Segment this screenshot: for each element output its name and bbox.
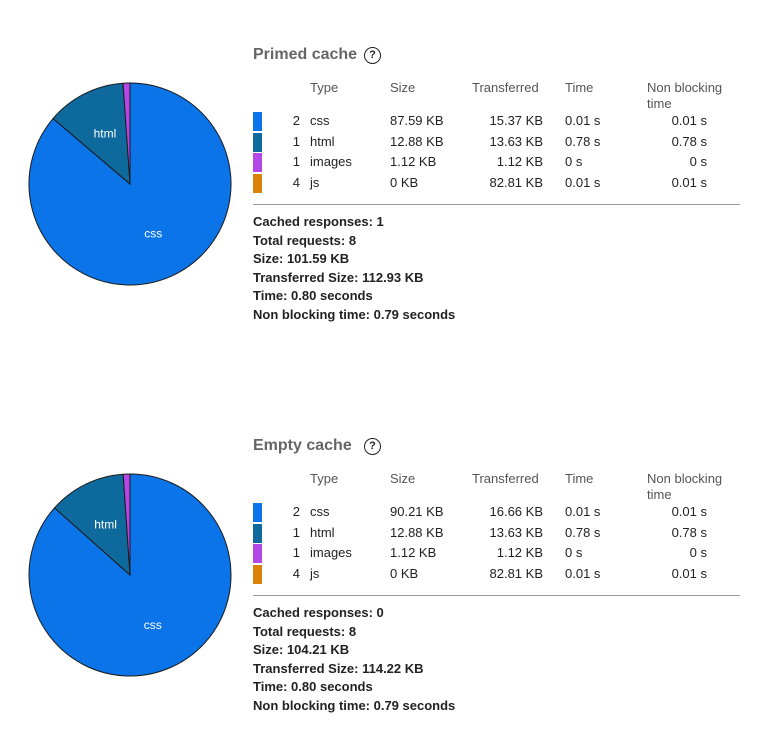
type-swatch: [253, 112, 262, 131]
divider: [253, 595, 740, 596]
time: 0.78 s: [565, 133, 601, 149]
summary-line: Non blocking time: 0.79 seconds: [253, 698, 456, 713]
column-header: Time: [565, 471, 594, 486]
type-swatch: [253, 544, 262, 564]
pie-slice: [52, 82, 131, 186]
size: 12.88 KB: [390, 524, 444, 540]
slice-label: css: [144, 227, 162, 241]
type-swatch: [253, 523, 262, 543]
size: 1.12 KB: [390, 154, 437, 170]
summary-line: Transferred Size: 114.22 KB: [253, 660, 424, 676]
slice-label: css: [144, 618, 162, 632]
summary-line: Total requests: 8: [253, 623, 357, 639]
transferred: 1.12 KB: [496, 154, 543, 170]
section-title: Primed cache: [253, 46, 358, 63]
pie-slice: [122, 473, 131, 576]
type-swatch: [253, 565, 262, 585]
summary-line: Time: 0.80 seconds: [253, 679, 373, 695]
size: 90.21 KB: [390, 504, 444, 519]
slice-label: html: [94, 127, 117, 141]
transferred: 1.12 KB: [496, 545, 543, 561]
time: 0.01 s: [565, 566, 601, 582]
request-count: 1: [292, 133, 300, 149]
divider: [253, 204, 740, 205]
request-count: 1: [292, 545, 300, 561]
type-name: css: [310, 504, 330, 519]
non-blocking-time: 0.78 s: [671, 133, 707, 149]
request-count: 4: [292, 175, 300, 191]
non-blocking-time: 0.01 s: [671, 113, 707, 128]
column-header: Non blocking time: [647, 471, 723, 502]
type-name: images: [310, 545, 352, 561]
pie-slice: [53, 473, 131, 577]
non-blocking-time: 0.01 s: [671, 175, 707, 191]
type-swatch: [253, 174, 262, 194]
type-swatch: [253, 153, 262, 173]
column-header: Type: [310, 471, 339, 486]
non-blocking-time: 0.01 s: [671, 566, 707, 582]
column-header: Non blocking time: [647, 80, 723, 111]
column-header: Time: [565, 80, 594, 95]
transferred: 13.63 KB: [489, 524, 544, 540]
transferred: 82.81 KB: [489, 175, 544, 191]
time: 0.78 s: [565, 524, 601, 540]
size: 12.88 KB: [390, 133, 444, 149]
column-header: Transferred: [472, 471, 539, 486]
size: 0 KB: [390, 175, 419, 191]
summary-line: Cached responses: 0: [253, 605, 384, 620]
type-name: js: [310, 175, 320, 191]
slice-label: html: [94, 517, 117, 531]
time: 0.01 s: [565, 504, 601, 519]
help-icon: ?: [364, 438, 381, 455]
column-header: Size: [390, 471, 416, 486]
type-name: images: [310, 154, 352, 170]
help-icon: ?: [364, 47, 381, 64]
section-title: Empty cache: [253, 437, 352, 454]
size: 1.12 KB: [390, 545, 437, 561]
summary-line: Cached responses: 1: [253, 214, 384, 229]
non-blocking-time: 0 s: [689, 545, 707, 561]
column-header: Size: [390, 80, 416, 95]
size: 0 KB: [390, 566, 419, 582]
request-count: 1: [292, 154, 300, 170]
non-blocking-time: 0.78 s: [671, 524, 707, 540]
request-count: 4: [292, 566, 300, 582]
type-swatch: [253, 503, 262, 522]
summary-line: Size: 104.21 KB: [253, 642, 350, 658]
summary-line: Total requests: 8: [253, 232, 357, 248]
column-header: Type: [310, 80, 339, 95]
transferred: 13.63 KB: [489, 133, 544, 149]
time: 0.01 s: [565, 113, 601, 128]
transferred: 82.81 KB: [489, 566, 544, 582]
type-name: js: [310, 566, 320, 582]
size: 87.59 KB: [390, 113, 444, 128]
non-blocking-time: 0 s: [689, 154, 707, 170]
request-count: 1: [292, 524, 300, 540]
transferred: 15.37 KB: [489, 113, 544, 128]
type-name: html: [310, 524, 335, 540]
type-name: html: [310, 133, 335, 149]
transferred: 16.66 KB: [489, 504, 544, 519]
summary-line: Size: 101.59 KB: [253, 251, 350, 267]
type-swatch: [253, 132, 262, 152]
time: 0 s: [565, 545, 583, 561]
summary-line: Non blocking time: 0.79 seconds: [253, 307, 456, 322]
request-count: 2: [292, 504, 300, 519]
type-name: css: [310, 113, 330, 128]
pie-slice: [122, 82, 131, 185]
request-count: 2: [292, 113, 300, 128]
time: 0 s: [565, 154, 583, 170]
summary-line: Time: 0.80 seconds: [253, 288, 373, 304]
time: 0.01 s: [565, 175, 601, 191]
summary-line: Transferred Size: 112.93 KB: [253, 269, 424, 285]
column-header: Transferred: [472, 80, 539, 95]
non-blocking-time: 0.01 s: [671, 504, 707, 519]
